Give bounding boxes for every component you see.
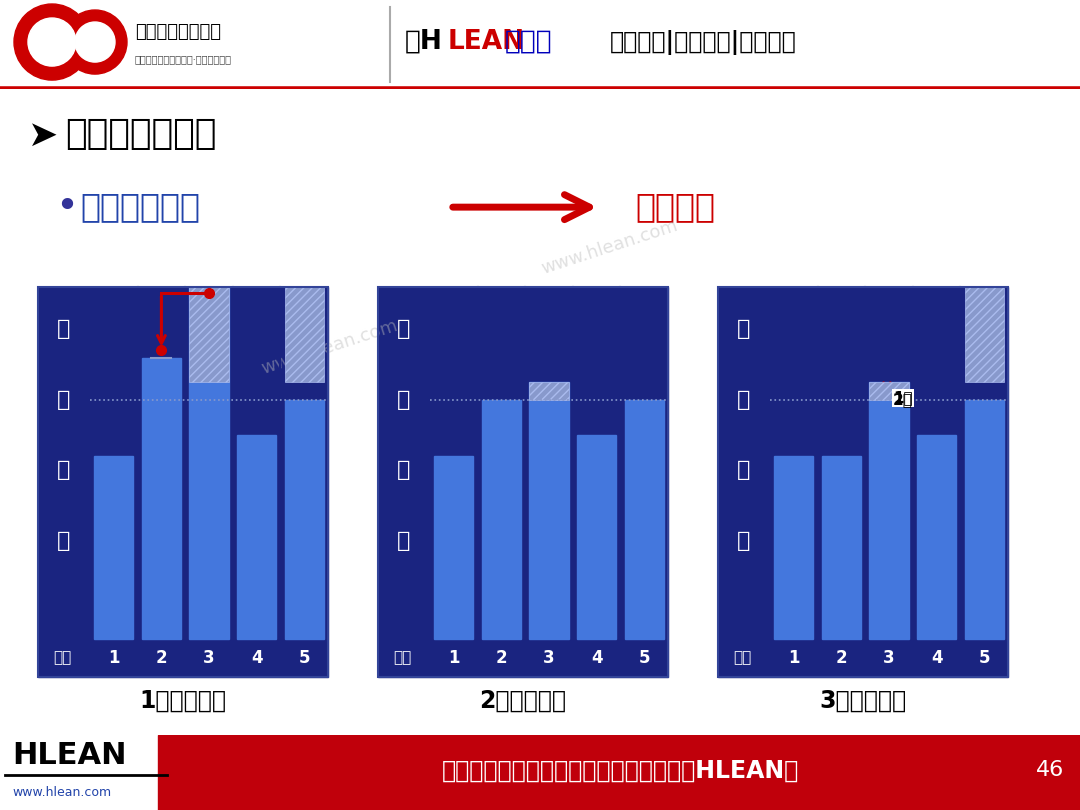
- Bar: [869, 382, 908, 639]
- Text: 时: 时: [738, 460, 751, 480]
- Bar: [38, 287, 328, 677]
- Text: 3: 3: [203, 649, 215, 667]
- Text: 3: 3: [543, 649, 555, 667]
- Text: www.hlean.com: www.hlean.com: [539, 216, 680, 278]
- Text: 缩短瓶颈时间: 缩短瓶颈时间: [80, 190, 200, 224]
- Text: 间: 间: [738, 531, 751, 551]
- Bar: [529, 382, 568, 639]
- Bar: [964, 287, 1003, 382]
- Text: 3、増加人员: 3、増加人员: [820, 689, 906, 713]
- Text: HLEAN: HLEAN: [12, 741, 126, 769]
- Text: 1: 1: [448, 649, 460, 667]
- Bar: [964, 400, 1003, 639]
- Bar: [189, 287, 229, 382]
- Bar: [529, 382, 568, 400]
- Text: 间: 间: [397, 531, 410, 551]
- Text: 工序: 工序: [393, 650, 411, 666]
- FancyArrowPatch shape: [453, 194, 590, 220]
- Text: 作: 作: [738, 319, 751, 339]
- Text: 时: 时: [397, 460, 410, 480]
- Text: 业: 业: [57, 390, 70, 410]
- Bar: [718, 287, 1008, 677]
- Text: 业: 业: [397, 390, 410, 410]
- Text: www.hlean.com: www.hlean.com: [12, 786, 111, 799]
- Text: 2、缩短时间: 2、缩短时间: [480, 689, 567, 713]
- Text: 精益生产|智能制造|管理前沿: 精益生产|智能制造|管理前沿: [610, 29, 797, 54]
- Text: LEAN: LEAN: [448, 29, 525, 55]
- Text: 4: 4: [591, 649, 603, 667]
- Bar: [917, 435, 956, 639]
- Text: 4: 4: [251, 649, 262, 667]
- Bar: [285, 287, 324, 382]
- Bar: [482, 400, 521, 639]
- Bar: [624, 400, 664, 639]
- Text: 1: 1: [108, 649, 120, 667]
- Text: 2: 2: [496, 649, 508, 667]
- Text: 5: 5: [978, 649, 990, 667]
- Bar: [94, 456, 133, 639]
- Text: 2: 2: [156, 649, 167, 667]
- Text: 工序: 工序: [733, 650, 751, 666]
- Text: 学堂】: 学堂】: [505, 29, 553, 55]
- Text: 5: 5: [298, 649, 310, 667]
- Text: ➤: ➤: [28, 119, 58, 153]
- Bar: [822, 456, 861, 639]
- Text: 间: 间: [57, 531, 70, 551]
- Text: www.hlean.com: www.hlean.com: [259, 317, 401, 377]
- Bar: [718, 287, 1008, 677]
- Bar: [774, 456, 813, 639]
- Text: 业: 业: [738, 390, 751, 410]
- Text: 2人: 2人: [893, 392, 913, 407]
- Bar: [378, 287, 669, 677]
- Text: 3: 3: [883, 649, 895, 667]
- Text: 1: 1: [788, 649, 799, 667]
- Bar: [38, 287, 328, 677]
- Text: 精益生产促进中心: 精益生产促进中心: [135, 23, 221, 41]
- Text: 4: 4: [931, 649, 943, 667]
- Bar: [577, 435, 616, 639]
- Text: 1、分割作业: 1、分割作业: [139, 689, 227, 713]
- Bar: [238, 435, 276, 639]
- Bar: [158, 735, 1080, 810]
- Bar: [434, 456, 473, 639]
- Text: 提高产能: 提高产能: [635, 190, 715, 224]
- Text: 工序: 工序: [53, 650, 71, 666]
- Text: 【H: 【H: [405, 29, 443, 55]
- Bar: [285, 400, 324, 639]
- Text: 生产线平衡改善: 生产线平衡改善: [65, 117, 216, 151]
- Text: 做行业标柆，找精弘益；要幸福高效，用HLEAN！: 做行业标柆，找精弘益；要幸福高效，用HLEAN！: [442, 758, 798, 782]
- Circle shape: [28, 18, 76, 66]
- Text: 5: 5: [638, 649, 650, 667]
- Text: •: •: [55, 188, 78, 226]
- Bar: [869, 382, 908, 400]
- Text: 时: 时: [57, 460, 70, 480]
- Bar: [141, 357, 181, 639]
- Bar: [378, 287, 669, 677]
- Circle shape: [14, 4, 90, 80]
- Text: 1人: 1人: [893, 390, 913, 405]
- Text: 作: 作: [397, 319, 410, 339]
- Text: 作: 作: [57, 319, 70, 339]
- Circle shape: [63, 10, 127, 74]
- Bar: [189, 287, 229, 639]
- Text: 中国先进精益管理体系·智能制造系统: 中国先进精益管理体系·智能制造系统: [135, 54, 232, 64]
- Text: 46: 46: [1036, 761, 1064, 780]
- Text: 2: 2: [836, 649, 847, 667]
- Circle shape: [75, 22, 114, 62]
